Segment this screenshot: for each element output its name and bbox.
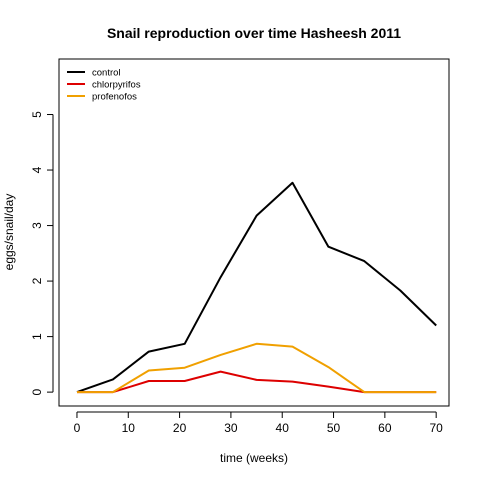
legend-label-control: control [92, 68, 121, 79]
y-tick-label: 4 [30, 166, 44, 173]
x-tick-label: 50 [327, 421, 341, 435]
x-tick-label: 20 [173, 421, 187, 435]
legend-label-profenofos: profenofos [92, 92, 137, 103]
x-tick-label: 10 [122, 421, 136, 435]
y-axis: 0 1 2 3 4 5 [30, 111, 53, 396]
y-tick-label: 2 [30, 277, 44, 284]
x-tick-label: 60 [378, 421, 392, 435]
x-tick-label: 40 [276, 421, 290, 435]
series-layer [77, 183, 436, 392]
y-axis-label: eggs/snail/day [2, 194, 16, 271]
legend-label-chlorpyrifos: chlorpyrifos [92, 80, 141, 91]
x-tick-label: 70 [429, 421, 443, 435]
chart-title: Snail reproduction over time Hasheesh 20… [107, 25, 401, 41]
x-axis: 0 10 20 30 40 50 60 70 [74, 412, 444, 435]
x-tick-label: 30 [224, 421, 238, 435]
series-line-control [77, 183, 436, 392]
y-tick-label: 5 [30, 111, 44, 118]
y-tick-label: 3 [30, 222, 44, 229]
series-line-profenofos [77, 344, 436, 392]
y-tick-label: 1 [30, 333, 44, 340]
x-tick-label: 0 [74, 421, 81, 435]
plot-frame [59, 59, 449, 406]
y-tick-label: 0 [30, 388, 44, 395]
x-axis-label: time (weeks) [220, 451, 288, 465]
